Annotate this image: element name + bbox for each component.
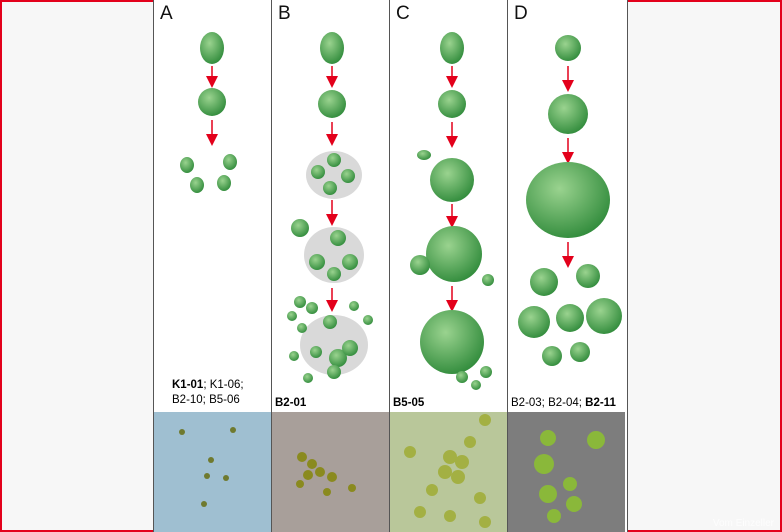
caption-a: K1-01; K1-06; B2-10; B5-06	[172, 379, 244, 406]
daughter-cell	[223, 154, 237, 170]
diagram-d	[518, 35, 622, 366]
panel-b: B B2-01	[271, 0, 389, 532]
daughter-cell	[217, 175, 231, 191]
panel-letter-c: C	[396, 3, 410, 24]
micrograph-a	[154, 412, 271, 532]
single-cell	[200, 32, 224, 64]
panel-letter-d: D	[514, 3, 528, 24]
caption-d: B2-03; B2-04; B2-11	[511, 397, 616, 409]
panel-d: D B2-03; B2-04; B2-11	[507, 0, 628, 532]
micrograph-c	[390, 412, 507, 532]
diagram-a	[180, 32, 237, 193]
daughter-cell	[190, 177, 204, 193]
dividing-cell	[198, 88, 226, 116]
diagram-b	[287, 32, 373, 383]
caption-c: B5-05	[393, 397, 425, 409]
panel-c: C B5-05	[389, 0, 507, 532]
micrograph-b	[272, 412, 389, 532]
panel-letter-a: A	[160, 3, 173, 24]
watermark: Vom Einzeller	[712, 518, 774, 529]
daughter-cell	[180, 157, 194, 173]
caption-b: B2-01	[275, 397, 307, 409]
micrograph-d	[508, 412, 625, 532]
panel-a: A K1-01; K1-06; B2-10; B5-06	[153, 0, 271, 532]
panel-letter-b: B	[278, 3, 291, 24]
diagram-c	[410, 32, 494, 390]
